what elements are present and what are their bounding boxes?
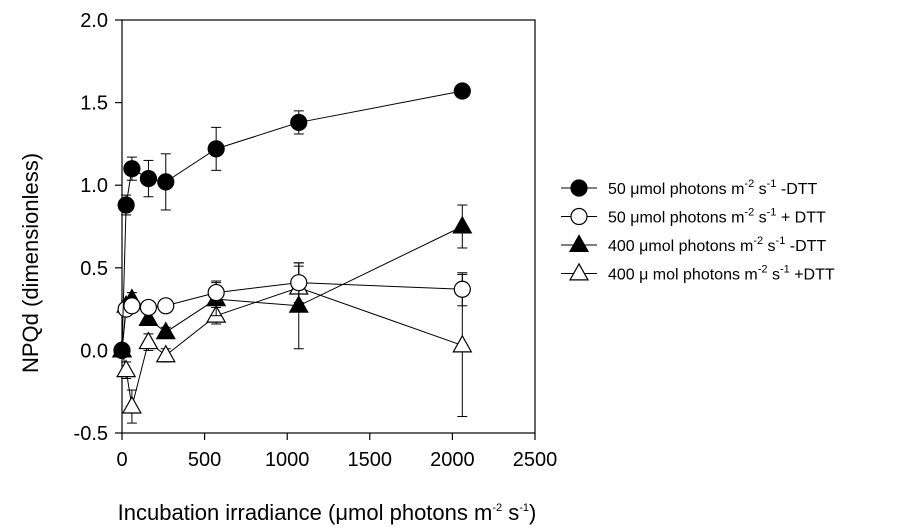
series-layer [111,82,473,424]
series-1 [113,82,471,359]
data-point [138,331,159,350]
plot-frame [121,19,536,434]
x-tick-label: 0 [116,449,127,471]
data-point [117,196,135,214]
legend-item: 50 μmol photons m-2 s-1 -DTT [561,178,818,198]
data-point [207,283,225,302]
x-tick-label: 2000 [430,449,475,471]
x-tick-label: 1500 [348,449,393,471]
axes: 0 500 1000 1500 2000 2500 -0.5 0.0 0.5 1.0 1.5 2.0 [74,10,558,471]
data-point [116,359,137,378]
legend-marker [568,234,590,252]
data-point [157,297,175,315]
legend-label: 50 μmol photons m-2 s-1 -DTT [608,178,818,198]
legend-item: 50 μmol photons m-2 s-1 + DTT [561,207,826,227]
data-point [113,341,131,359]
legend-marker [568,262,590,281]
data-point [452,334,473,353]
series-line [121,226,463,351]
x-tick-label: 2500 [513,449,558,471]
data-point [452,215,473,234]
data-point [155,344,176,363]
y-tick-label: 1.5 [80,93,108,115]
data-point [123,297,141,315]
y-axis-title: NPQd (dimensionless) [18,153,43,373]
y-tick-label: 1.0 [80,175,108,197]
data-point [288,294,309,313]
x-axis-title: Incubation irradiance (μmol photons m-2 … [118,500,537,525]
data-point [139,169,158,188]
data-point [121,395,142,414]
x-tick-label: 500 [188,449,221,471]
legend-item: 400 μ mol photons m-2 s-1 +DTT [561,262,835,284]
x-tick-label: 1000 [265,449,310,471]
legend-marker [570,207,588,226]
data-point [138,308,159,327]
legend-label: 50 μmol photons m-2 s-1 + DTT [608,207,826,227]
data-point [139,298,158,317]
y-tick-label: -0.5 [74,423,108,445]
data-point [453,280,471,298]
y-tick-label: 0.0 [80,340,108,362]
legend-label: 400 μ mol photons m-2 s-1 +DTT [608,264,835,284]
data-point [155,321,176,340]
data-point [207,140,225,158]
legend: 50 μmol photons m-2 s-1 -DTT 50 μmol phot… [561,178,835,284]
legend-marker [570,179,588,197]
data-point [453,82,471,100]
series-4 [111,265,473,424]
data-point [290,274,308,292]
y-tick-label: 2.0 [80,10,108,32]
data-point [290,113,308,132]
data-point [157,173,175,191]
data-point [123,160,141,178]
legend-item: 400 μmol photons m-2 s-1 -DTT [561,234,826,255]
y-tick-label: 0.5 [80,258,108,280]
legend-label: 400 μmol photons m-2 s-1 -DTT [608,235,826,255]
